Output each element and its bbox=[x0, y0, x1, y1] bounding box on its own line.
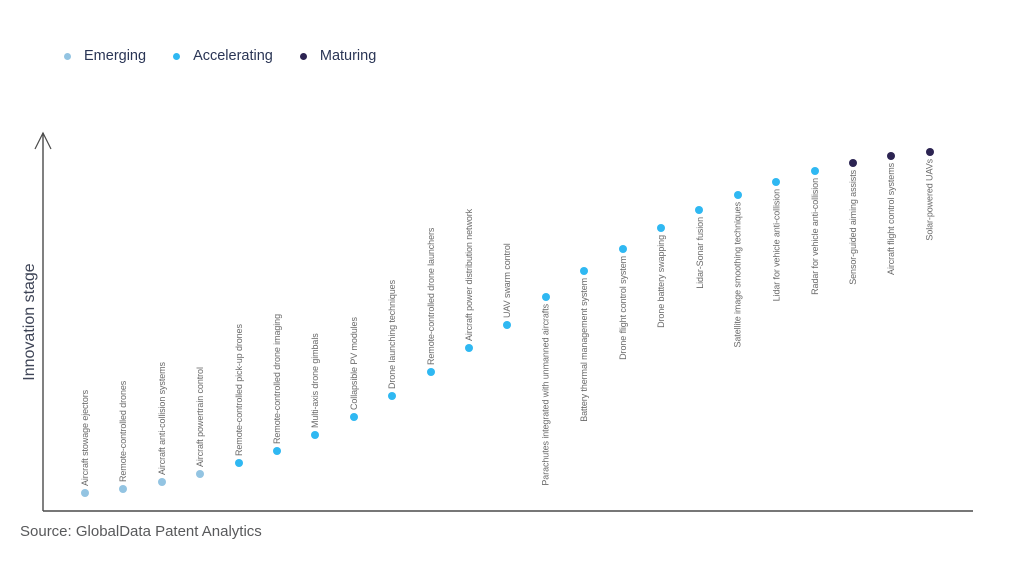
data-point-label: Parachutes integrated with unmanned airc… bbox=[540, 303, 551, 486]
data-point bbox=[426, 367, 435, 376]
data-point bbox=[81, 489, 89, 498]
legend-item-label: Accelerating bbox=[193, 48, 273, 64]
data-point-label: Collapsible PV modules bbox=[348, 317, 359, 410]
data-point-label: Radar for vehicle anti-collision bbox=[809, 178, 820, 295]
data-point-label: Solar-powered UAVs bbox=[924, 159, 935, 241]
data-point-label: Battery thermal management system bbox=[579, 278, 590, 422]
data-point-label: Multi-axis drone gimbals bbox=[310, 333, 321, 428]
data-point-label: Aircraft anti-collision systems bbox=[156, 361, 167, 475]
data-point bbox=[234, 458, 243, 467]
data-point bbox=[887, 151, 896, 160]
data-point-label: Lidar for vehicle anti-collision bbox=[771, 189, 782, 302]
legend-item-maturing: Maturing bbox=[299, 48, 377, 64]
data-point bbox=[580, 267, 589, 276]
data-point bbox=[810, 167, 819, 176]
data-point-label: Aircraft powertrain control bbox=[195, 367, 206, 467]
data-point bbox=[273, 447, 281, 456]
data-point bbox=[503, 320, 512, 329]
data-point bbox=[196, 469, 205, 478]
data-point-label: Remote-controlled drone imaging bbox=[272, 314, 282, 445]
data-point-label: Drone launching techniques bbox=[387, 280, 398, 390]
data-point bbox=[733, 190, 742, 199]
data-point bbox=[349, 413, 358, 421]
data-point-label: Aircraft stowage ejectors bbox=[80, 390, 90, 487]
data-point-label: Lidar-Sonar fusion bbox=[694, 217, 705, 289]
data-point bbox=[849, 159, 857, 168]
data-point-label: Remote-controlled pick-up drones bbox=[233, 323, 244, 456]
y-axis-arrow-icon bbox=[34, 131, 52, 150]
data-point bbox=[541, 292, 550, 301]
data-point bbox=[772, 178, 781, 187]
data-point bbox=[311, 430, 320, 439]
legend-item-emerging: Emerging bbox=[64, 48, 146, 64]
legend: Emerging Accelerating Maturing bbox=[64, 48, 376, 64]
data-point-label: Satellite image smoothing techniques bbox=[732, 201, 743, 348]
y-axis-title: Innovation stage bbox=[21, 263, 38, 381]
data-point-label: UAV swarm control bbox=[502, 243, 513, 318]
data-point bbox=[618, 245, 627, 254]
maturing-dot-icon bbox=[299, 52, 307, 60]
data-point-label: Aircraft flight control systems bbox=[886, 162, 897, 275]
data-point-label: Aircraft power distribution network bbox=[464, 208, 474, 342]
legend-item-label: Emerging bbox=[84, 48, 147, 64]
data-point-label: Remote-controlled drones bbox=[118, 380, 129, 483]
data-point bbox=[465, 344, 473, 353]
data-point bbox=[657, 223, 665, 232]
legend-item-accelerating: Accelerating bbox=[173, 48, 273, 64]
legend-item-label: Maturing bbox=[319, 48, 377, 64]
data-point bbox=[119, 485, 128, 494]
data-point-label: Drone flight control system bbox=[617, 256, 628, 360]
data-point bbox=[695, 206, 704, 215]
data-point bbox=[388, 392, 397, 401]
source-note: Source: GlobalData Patent Analytics bbox=[20, 523, 262, 540]
data-point bbox=[157, 477, 166, 486]
data-point-label: Drone battery swapping bbox=[656, 234, 666, 328]
data-point-label: Sensor-guided aiming assists bbox=[848, 170, 858, 285]
data-point-label: Remote-controlled drone launchers bbox=[425, 227, 436, 365]
emerging-dot-icon bbox=[64, 52, 71, 60]
accelerating-dot-icon bbox=[173, 52, 181, 60]
data-point bbox=[925, 148, 934, 157]
